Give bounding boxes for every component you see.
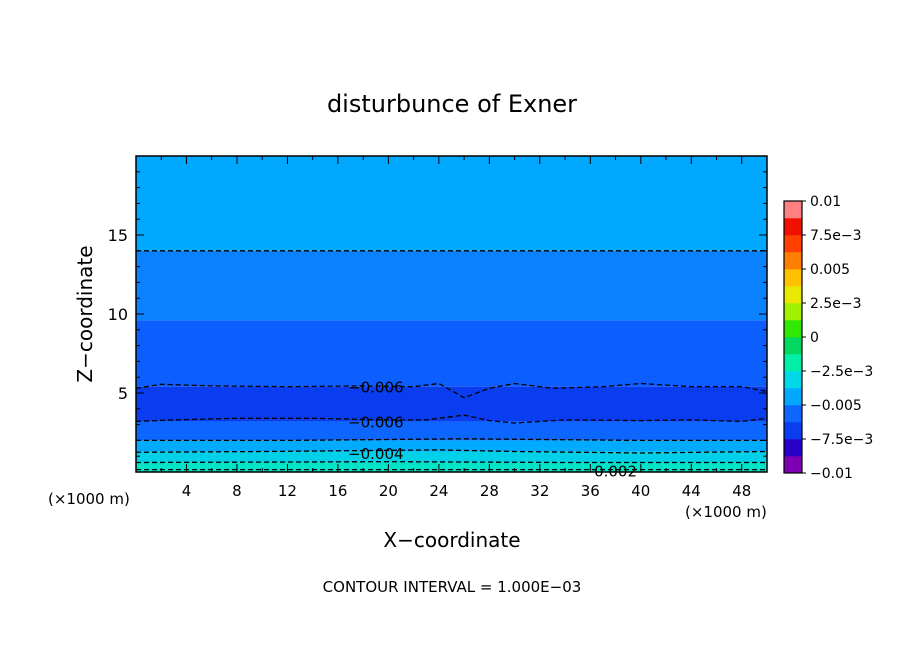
colorbar-label-3: 2.5e−3 [810,296,862,312]
colorbar-swatch-11 [784,269,802,287]
fill-band-3 [136,386,767,422]
x-tick-label-7: 32 [530,482,549,500]
colorbar-label-5: −2.5e−3 [810,364,873,380]
colorbar-swatch-4 [784,388,802,406]
colorbar-swatch-8 [784,320,802,338]
colorbar: 0.01 7.5e−3 0.005 2.5e−3 0 −2.5e−3 −0.005 −7.5e… [783,194,873,482]
y-tick-label-0: 5 [118,384,128,403]
chart-title: disturbunce of Exner [327,90,577,118]
x-axis-label: X−coordinate [383,528,520,552]
x-tick-label-3: 16 [328,482,347,500]
colorbar-label-2: 0.005 [810,262,850,278]
y-axis-label: Z−coordinate [73,245,97,382]
x-unit-right: (×1000 m) [685,503,767,521]
colorbar-label-0: 0.01 [810,194,841,210]
fill-band-6 [136,451,767,463]
colorbar-swatch-14 [784,218,802,236]
colorbar-swatch-13 [784,235,802,253]
colorbar-swatch-12 [784,252,802,270]
fill-band-1 [136,250,767,321]
y-tick-label-1: 10 [108,305,128,324]
x-tick-label-8: 36 [581,482,600,500]
colorbar-swatch-6 [784,354,802,372]
contour-line-z1p3 [135,449,768,454]
x-tick-label-1: 8 [232,482,242,500]
fill-band-0 [136,156,767,251]
contour-interval-footer: CONTOUR INTERVAL = 1.000E−03 [323,578,582,596]
colorbar-swatch-5 [784,371,802,389]
y-axis-ticks: 5 10 15 [108,171,767,457]
contour-label-2: −0.004 [348,445,404,463]
x-unit-left: (×1000 m) [48,490,130,508]
x-axis-ticks: 4 8 12 16 20 24 28 32 36 40 44 48 [160,156,751,500]
colorbar-label-8: −0.01 [810,466,853,482]
colorbar-swatch-2 [784,422,802,440]
fill-band-2 [136,320,767,387]
x-tick-label-6: 28 [480,482,499,500]
colorbar-swatch-3 [784,405,802,423]
y-tick-label-2: 15 [108,226,128,245]
contour-line-z0p6 [135,461,767,464]
colorbar-swatch-9 [784,303,802,321]
x-tick-label-0: 4 [182,482,192,500]
fill-band-5 [136,440,767,452]
contour-line-z2p0 [136,438,767,442]
colorbar-label-6: −0.005 [810,398,862,414]
contour-line-z3p2 [135,414,768,424]
fill-band-7 [136,462,767,472]
plot-fill-bands [136,156,767,472]
colorbar-label-4: 0 [810,330,819,346]
colorbar-label-7: −7.5e−3 [810,432,873,448]
colorbar-swatch-1 [784,439,802,457]
colorbar-swatch-10 [784,286,802,304]
colorbar-swatch-15 [784,201,802,219]
fill-band-4 [136,421,767,441]
contour-lines [135,250,768,471]
x-tick-label-11: 48 [732,482,751,500]
x-tick-label-4: 20 [379,482,398,500]
x-tick-label-2: 12 [278,482,297,500]
colorbar-swatch-0 [784,456,802,474]
contour-label-1: −0.006 [348,413,404,431]
colorbar-swatch-7 [784,337,802,355]
contour-label-0: −0.006 [348,379,404,397]
contour-line-z5p4 [135,382,768,399]
colorbar-label-1: 7.5e−3 [810,228,862,244]
x-tick-label-10: 44 [682,482,701,500]
x-tick-label-9: 40 [631,482,650,500]
x-tick-label-5: 24 [429,482,448,500]
